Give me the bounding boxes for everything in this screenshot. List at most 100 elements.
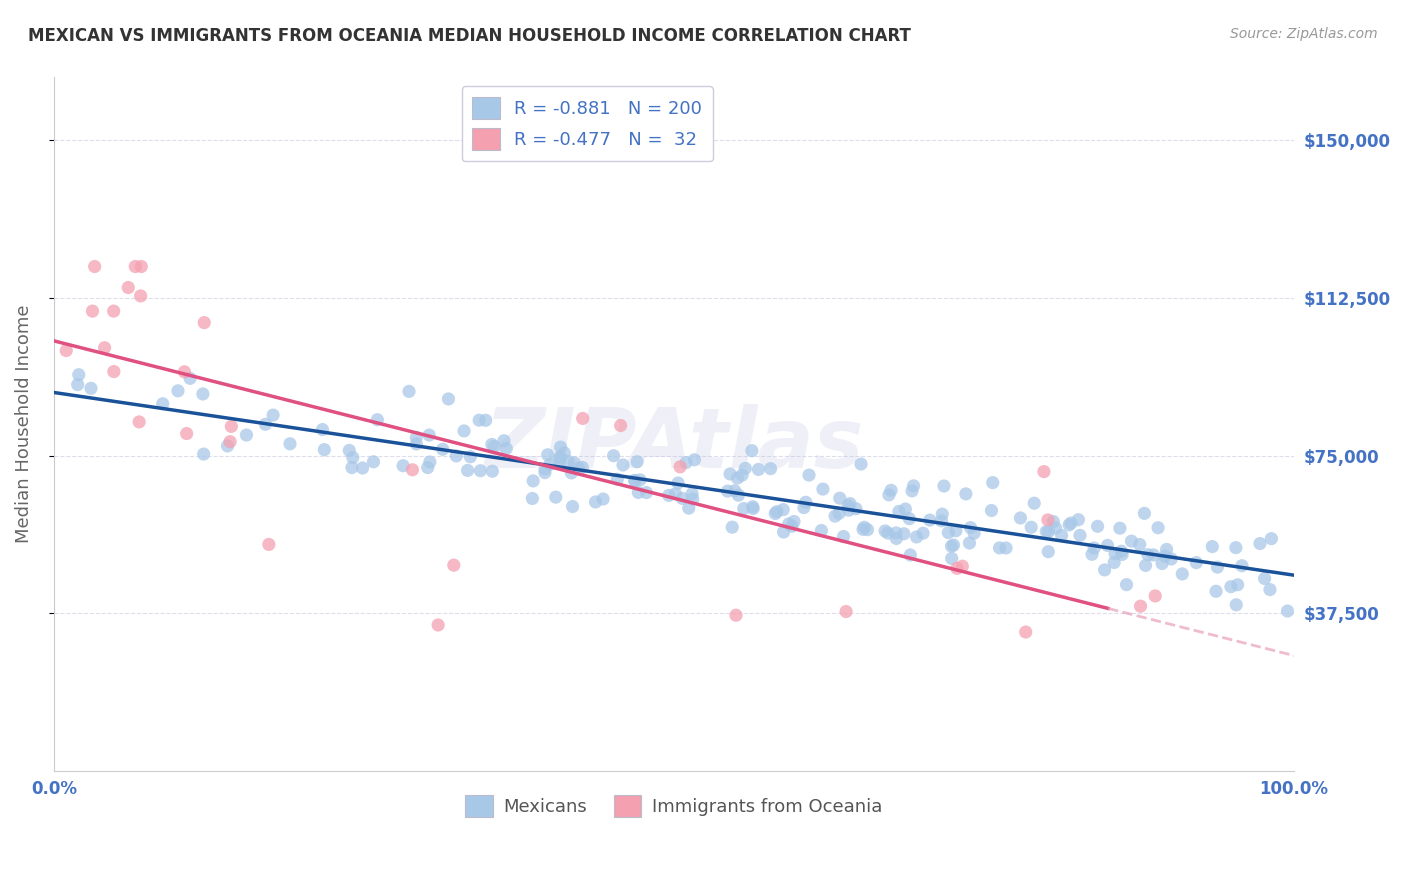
Point xyxy=(828,491,851,505)
Point xyxy=(1115,577,1137,591)
Point xyxy=(950,559,973,574)
Point xyxy=(80,381,103,395)
Point xyxy=(1185,556,1208,570)
Point xyxy=(931,507,953,521)
Point xyxy=(1253,572,1275,586)
Point xyxy=(495,442,517,456)
Point xyxy=(602,449,624,463)
Point xyxy=(824,509,846,524)
Point xyxy=(1226,578,1249,592)
Point xyxy=(179,371,201,385)
Point xyxy=(124,260,146,274)
Point xyxy=(66,377,89,392)
Point xyxy=(534,462,557,476)
Point xyxy=(718,467,741,481)
Point xyxy=(262,408,284,422)
Point xyxy=(492,434,515,448)
Text: ZIPAtlas: ZIPAtlas xyxy=(484,404,863,485)
Point xyxy=(1154,549,1177,563)
Point xyxy=(1277,604,1299,618)
Point xyxy=(1219,580,1241,594)
Point xyxy=(103,365,125,379)
Point xyxy=(560,466,582,480)
Point xyxy=(1069,528,1091,542)
Point xyxy=(193,316,215,330)
Point xyxy=(1060,516,1083,530)
Point xyxy=(623,474,645,488)
Point xyxy=(912,526,935,541)
Point xyxy=(1104,547,1126,561)
Point xyxy=(932,479,955,493)
Point xyxy=(783,515,806,529)
Point xyxy=(733,501,755,516)
Point xyxy=(1129,537,1152,551)
Point xyxy=(839,497,862,511)
Point xyxy=(561,500,583,514)
Point xyxy=(669,459,692,474)
Point xyxy=(235,428,257,442)
Point xyxy=(427,618,450,632)
Point xyxy=(1225,598,1247,612)
Point xyxy=(793,500,815,515)
Point xyxy=(963,526,986,541)
Point xyxy=(636,485,658,500)
Point xyxy=(419,455,441,469)
Point xyxy=(418,428,440,442)
Point xyxy=(727,471,749,485)
Point xyxy=(894,502,917,516)
Point xyxy=(628,473,651,487)
Point xyxy=(342,450,364,465)
Point xyxy=(1249,536,1271,550)
Point xyxy=(794,495,817,509)
Point xyxy=(1225,541,1247,555)
Point xyxy=(311,423,333,437)
Point xyxy=(443,558,465,573)
Point xyxy=(1067,513,1090,527)
Point xyxy=(898,548,921,562)
Point xyxy=(763,507,786,521)
Point xyxy=(766,505,789,519)
Point xyxy=(484,439,506,453)
Point xyxy=(432,442,454,457)
Point xyxy=(93,341,115,355)
Point xyxy=(980,503,1002,517)
Point xyxy=(128,415,150,429)
Point xyxy=(877,488,900,502)
Point xyxy=(1201,540,1223,554)
Point xyxy=(832,529,855,543)
Point xyxy=(405,430,427,444)
Point xyxy=(474,413,496,427)
Point xyxy=(877,526,900,541)
Point xyxy=(901,483,924,498)
Point xyxy=(724,608,747,623)
Point xyxy=(1032,465,1054,479)
Point xyxy=(675,456,697,470)
Point xyxy=(481,437,503,451)
Point xyxy=(780,519,803,533)
Point xyxy=(544,490,567,504)
Point xyxy=(955,487,977,501)
Point xyxy=(167,384,190,398)
Point xyxy=(837,499,859,513)
Point xyxy=(129,289,152,303)
Point xyxy=(548,450,571,464)
Point xyxy=(887,504,910,518)
Y-axis label: Median Household Income: Median Household Income xyxy=(15,305,32,543)
Point xyxy=(55,343,77,358)
Point xyxy=(898,511,921,525)
Legend: Mexicans, Immigrants from Oceania: Mexicans, Immigrants from Oceania xyxy=(458,788,890,824)
Point xyxy=(724,483,747,498)
Point xyxy=(664,487,686,501)
Point xyxy=(849,457,872,471)
Point xyxy=(959,520,981,534)
Point xyxy=(548,455,571,469)
Point xyxy=(1160,552,1182,566)
Point xyxy=(470,464,492,478)
Point xyxy=(880,483,903,498)
Point xyxy=(553,446,575,460)
Point xyxy=(457,463,479,477)
Point xyxy=(731,468,754,483)
Point xyxy=(217,439,239,453)
Point xyxy=(886,532,908,546)
Point xyxy=(193,447,215,461)
